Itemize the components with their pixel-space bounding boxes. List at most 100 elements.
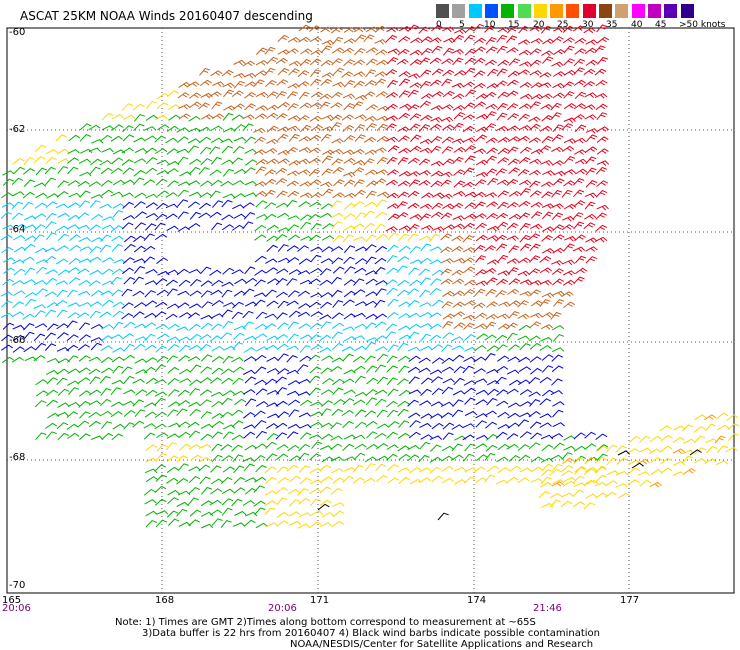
- wind-barb: [132, 290, 145, 297]
- wind-barb: [528, 335, 541, 342]
- wind-barb: [442, 320, 454, 329]
- wind-barb: [650, 468, 663, 476]
- wind-barb: [442, 290, 455, 298]
- wind-barb: [529, 255, 541, 263]
- wind-barb: [232, 366, 245, 373]
- wind-barb: [299, 345, 311, 353]
- wind-barb: [33, 234, 45, 242]
- wind-barb: [352, 201, 365, 208]
- wind-barb: [2, 356, 14, 364]
- wind-barb: [122, 167, 135, 175]
- wind-barb: [221, 214, 234, 221]
- wind-barb: [397, 432, 410, 439]
- wind-barb: [407, 299, 420, 307]
- wind-barb: [189, 166, 201, 175]
- wind-barb: [496, 243, 508, 252]
- wind-barb: [408, 389, 422, 395]
- wind-barb: [233, 476, 246, 485]
- wind-barb: [374, 25, 387, 33]
- wind-barb: [253, 127, 266, 134]
- wind-barb: [342, 234, 354, 243]
- wind-barb: [310, 510, 324, 516]
- wind-barb: [298, 24, 311, 32]
- wind-barb: [2, 257, 16, 263]
- wind-barb: [464, 397, 476, 405]
- wind-barb: [441, 445, 455, 452]
- wind-barb: [297, 364, 309, 372]
- wind-barb: [398, 35, 411, 43]
- wind-barb: [189, 92, 201, 99]
- wind-barb: [442, 203, 455, 210]
- wind-barb: [353, 179, 365, 187]
- wind-barb: [595, 103, 608, 111]
- wind-barb: [189, 408, 201, 417]
- wind-barb: [101, 224, 114, 230]
- wind-barb: [552, 278, 565, 286]
- wind-barb: [497, 190, 510, 198]
- wind-barb: [473, 57, 486, 65]
- wind-barb: [596, 444, 609, 451]
- wind-barb: [254, 279, 266, 287]
- wind-barb: [343, 38, 356, 44]
- wind-barb: [266, 244, 278, 252]
- wind-barb: [473, 368, 486, 375]
- wind-barb: [552, 92, 565, 99]
- wind-barb: [497, 26, 510, 33]
- wind-barb: [319, 268, 332, 276]
- wind-barb: [253, 455, 266, 462]
- wind-barb: [286, 369, 299, 375]
- wind-barb: [496, 344, 508, 352]
- wind-barb: [584, 213, 597, 220]
- wind-barb: [595, 445, 608, 453]
- wind-barb: [212, 81, 225, 87]
- wind-barb: [265, 453, 278, 461]
- wind-barb: [386, 444, 399, 450]
- wind-barb: [364, 355, 376, 364]
- wind-barb: [144, 322, 157, 329]
- wind-barb: [506, 433, 519, 440]
- wind-barb: [354, 134, 366, 142]
- wind-barb: [585, 146, 598, 153]
- wind-barb: [154, 311, 167, 318]
- wind-barb: [396, 211, 409, 219]
- wind-barb: [365, 278, 378, 285]
- wind-barb: [398, 301, 411, 308]
- wind-barb: [552, 71, 566, 77]
- wind-barb: [332, 192, 345, 199]
- wind-barb: [13, 268, 26, 276]
- wind-barb: [476, 113, 489, 120]
- wind-barb: [264, 500, 277, 507]
- wind-barb: [542, 226, 555, 232]
- wind-barb: [298, 452, 310, 461]
- wind-barb: [529, 356, 542, 363]
- wind-barb: [397, 157, 409, 165]
- wind-barb: [2, 278, 15, 286]
- wind-barb: [0, 291, 13, 297]
- wind-barb: [398, 365, 410, 374]
- wind-barb: [123, 422, 135, 430]
- wind-barb: [264, 169, 277, 176]
- wind-barb: [452, 354, 465, 362]
- wind-barb: [386, 287, 398, 295]
- wind-barb: [451, 454, 464, 461]
- wind-barb: [530, 478, 543, 483]
- wind-barb: [528, 169, 542, 176]
- wind-barb: [617, 450, 631, 456]
- wind-barb: [145, 269, 158, 274]
- wind-barb: [121, 222, 134, 230]
- wind-barb: [209, 335, 222, 342]
- wind-barb: [199, 389, 212, 396]
- wind-barb: [221, 377, 234, 385]
- wind-barb: [89, 301, 102, 307]
- wind-barb: [187, 201, 200, 208]
- wind-barb: [352, 148, 365, 155]
- wind-barb: [188, 444, 202, 450]
- wind-barb: [552, 247, 565, 254]
- wind-barb: [430, 116, 443, 123]
- wind-barb: [517, 270, 530, 277]
- wind-barb: [506, 222, 519, 230]
- wind-barb: [321, 400, 333, 407]
- wind-barb: [484, 245, 497, 252]
- note-line-1: Note: 1) Times are GMT 2)Times along bot…: [115, 617, 536, 628]
- wind-barb: [596, 180, 609, 187]
